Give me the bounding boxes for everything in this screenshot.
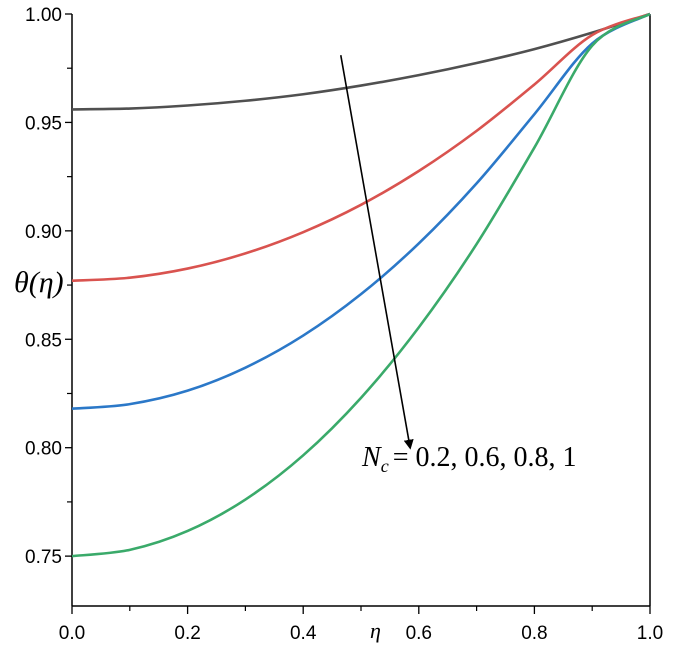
x-tick-label: 0.2 <box>174 623 200 644</box>
annotation-subscript: c <box>381 456 389 476</box>
annotation-arrow <box>339 55 414 450</box>
y-tick-label: 0.75 <box>25 547 62 568</box>
x-axis-label: η <box>370 618 381 643</box>
y-tick-label: 0.90 <box>25 222 62 243</box>
series-line-4 <box>71 12 651 558</box>
series-line-3 <box>71 12 651 410</box>
x-tick-label: 0.8 <box>521 623 547 644</box>
annotation-values: = 0.2, 0.6, 0.8, 1 <box>393 442 577 473</box>
annotation-symbol: N <box>361 442 382 473</box>
plot-frame <box>71 14 651 607</box>
annotation-label: Nc = 0.2, 0.6, 0.8, 1 <box>361 442 576 476</box>
series-layer <box>71 12 651 558</box>
y-tick-label: 0.80 <box>25 439 62 460</box>
x-tick-label: 1.0 <box>637 623 663 644</box>
series-line-2 <box>71 12 651 283</box>
x-axis-ticks: 0.0 0.2 0.4 0.6 0.8 1.0 <box>59 606 663 644</box>
y-tick-label: 0.85 <box>25 330 62 351</box>
x-tick-label: 0.6 <box>406 623 432 644</box>
y-axis-ticks: 0.75 0.80 0.85 0.90 0.95 1.00 <box>25 5 72 568</box>
y-axis-label: θ(η) <box>14 266 64 299</box>
x-tick-label: 0.0 <box>59 623 85 644</box>
series-line-1 <box>71 12 651 111</box>
x-tick-label: 0.4 <box>290 623 317 644</box>
y-tick-label: 1.00 <box>25 5 62 26</box>
y-tick-label: 0.95 <box>25 113 62 134</box>
annotation-layer: Nc = 0.2, 0.6, 0.8, 1 <box>339 55 576 476</box>
